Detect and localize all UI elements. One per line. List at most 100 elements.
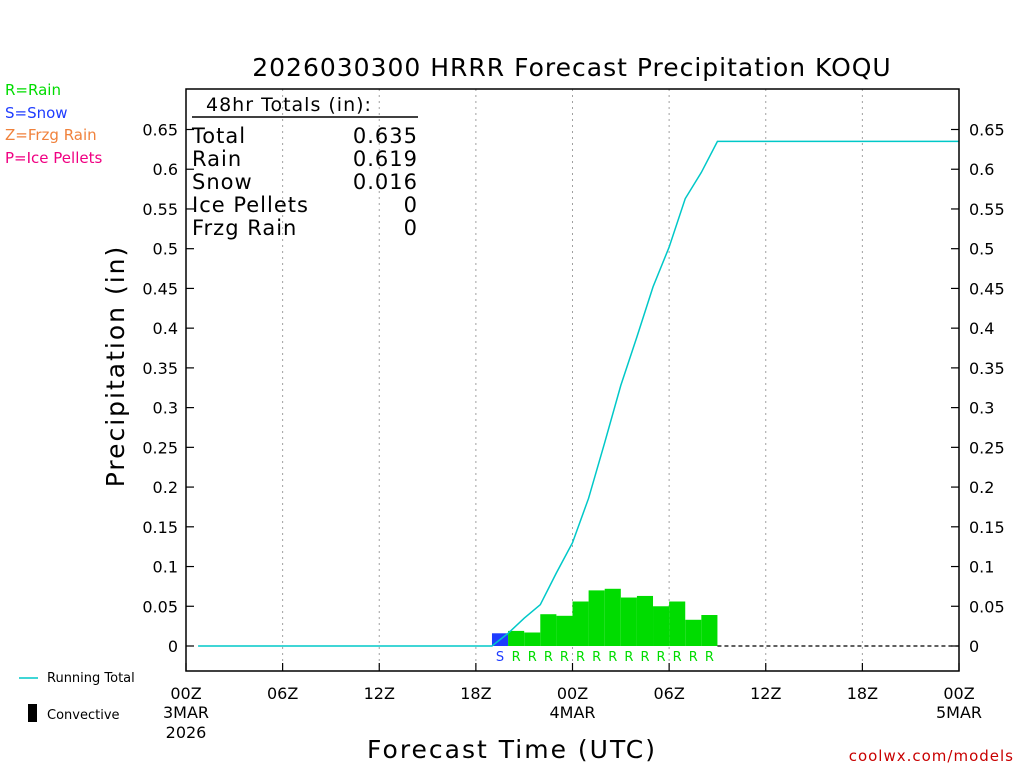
running-total-legend-label: Running Total (47, 671, 135, 686)
legend-snow: S=Snow (5, 104, 68, 122)
y-tick-label: 0.6 (153, 160, 178, 179)
totals-row-value: 0.635 (353, 124, 418, 148)
grid-lines (282, 89, 863, 671)
totals-row-label: Total (191, 124, 246, 148)
y-tick-label: 0.2 (969, 478, 994, 497)
precip-type-letter: R (544, 650, 553, 665)
y-tick-label: 0 (168, 637, 178, 656)
x-tick-label: 00Z (170, 684, 201, 703)
footer-credit: coolwx.com/models (849, 747, 1014, 765)
y-tick-label: 0.55 (142, 200, 178, 219)
y-axis-label: Precipitation (in) (101, 245, 130, 488)
y-tick-label: 0.25 (969, 438, 1005, 457)
x-date-label: 4MAR (549, 703, 595, 722)
totals-row-value: 0.619 (353, 147, 418, 171)
x-tick-label: 12Z (364, 684, 395, 703)
y-tick-label: 0.5 (969, 240, 994, 259)
y-tick-label: 0.65 (969, 121, 1005, 140)
y-tick-label: 0 (969, 637, 979, 656)
totals-row-value: 0 (404, 216, 418, 240)
plot-frame (185, 88, 960, 672)
y-axis-left: 0 0.05 0.1 0.15 0.2 0.25 0.3 0.35 0.4 0.45 0.5 0.55… (142, 121, 194, 656)
y-tick-label: 0.45 (969, 279, 1005, 298)
convective-legend-label: Convective (47, 708, 120, 723)
precip-type-letter: R (560, 650, 569, 665)
bottom-legend: Running Total Convective (19, 671, 135, 723)
x-date-label: 3MAR (163, 703, 209, 722)
y-tick-label: 0.6 (969, 160, 994, 179)
totals-row-value: 0.016 (353, 170, 418, 194)
totals-row-label: Rain (192, 147, 242, 171)
precip-type-letter: R (608, 650, 617, 665)
totals-row-value: 0 (404, 193, 418, 217)
y-tick-label: 0.15 (969, 518, 1005, 537)
y-tick-label: 0.2 (153, 478, 178, 497)
y-axis-right: 0 0.05 0.1 0.15 0.2 0.25 0.3 0.35 0.4 0.45 0.5 0.55… (951, 121, 1005, 656)
precip-type-letter: R (705, 650, 714, 665)
y-tick-label: 0.4 (969, 319, 994, 338)
precip-type-legend: R=Rain S=Snow Z=Frzg Rain P=Ice Pellets (5, 81, 102, 167)
precip-type-letter: R (592, 650, 601, 665)
precip-type-letter: R (640, 650, 649, 665)
precip-bar (701, 615, 718, 646)
y-tick-label: 0.3 (153, 399, 178, 418)
precip-bar (669, 601, 686, 646)
y-tick-label: 0.65 (142, 121, 178, 140)
precip-bar (572, 601, 589, 646)
x-tick-label: 00Z (943, 684, 974, 703)
x-tick-label: 18Z (847, 684, 878, 703)
precip-type-letter: S (496, 650, 504, 665)
precip-bar (653, 606, 670, 646)
totals-row-label: Snow (192, 170, 253, 194)
x-year-label: 2026 (166, 723, 207, 742)
precip-bar (556, 615, 573, 646)
precip-bar (588, 590, 605, 646)
totals-row-label: Ice Pellets (192, 193, 309, 217)
y-tick-label: 0.45 (142, 279, 178, 298)
y-tick-label: 0.15 (142, 518, 178, 537)
precip-bars (491, 588, 718, 646)
x-tick-label: 06Z (653, 684, 684, 703)
legend-freezing-rain: Z=Frzg Rain (5, 126, 97, 144)
totals-header: 48hr Totals (in): (206, 94, 372, 116)
precip-bar (540, 614, 557, 646)
y-tick-label: 0.1 (969, 558, 994, 577)
legend-rain: R=Rain (5, 81, 61, 99)
totals-row-label: Frzg Rain (192, 216, 297, 240)
precip-bar (685, 619, 702, 646)
precip-type-letter: R (528, 650, 537, 665)
precip-bar (524, 632, 541, 646)
precip-type-letter: R (689, 650, 698, 665)
precip-bar (636, 595, 654, 646)
chart-title: 2026030300 HRRR Forecast Precipitation K… (252, 53, 891, 82)
precip-bar (508, 630, 525, 646)
precip-type-letter: R (576, 650, 585, 665)
precip-bar (620, 597, 637, 646)
precip-type-letter: R (657, 650, 666, 665)
precip-bar (604, 588, 621, 646)
x-tick-label: 12Z (750, 684, 781, 703)
precip-type-letter: R (624, 650, 633, 665)
y-tick-label: 0.1 (153, 558, 178, 577)
y-tick-label: 0.35 (969, 359, 1005, 378)
x-axis-label: Forecast Time (UTC) (367, 735, 657, 764)
y-tick-label: 0.35 (142, 359, 178, 378)
y-tick-label: 0.05 (969, 597, 1005, 616)
x-tick-label: 18Z (460, 684, 491, 703)
x-date-label: 5MAR (936, 703, 982, 722)
y-tick-label: 0.4 (153, 319, 178, 338)
precip-type-letter: R (673, 650, 682, 665)
y-tick-label: 0.05 (142, 597, 178, 616)
legend-ice-pellets: P=Ice Pellets (5, 149, 102, 167)
y-tick-label: 0.3 (969, 399, 994, 418)
y-tick-label: 0.5 (153, 240, 178, 259)
totals-box: 48hr Totals (in): Total 0.635 Rain 0.619 Sno… (191, 94, 418, 240)
totals-rows: Total 0.635 Rain 0.619 Snow 0.016 Ice Pellets 0… (191, 124, 418, 240)
x-tick-label: 06Z (267, 684, 298, 703)
y-tick-label: 0.55 (969, 200, 1005, 219)
precip-type-letter: R (512, 650, 521, 665)
running-total-line (198, 140, 959, 647)
